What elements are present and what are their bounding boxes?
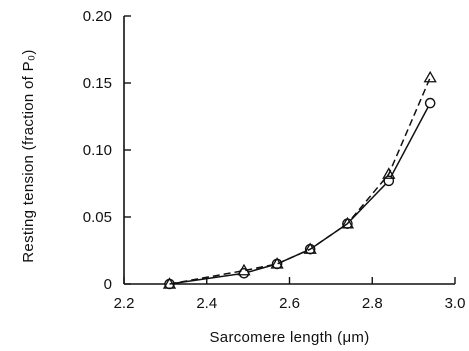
y-tick-label: 0.15 [83, 75, 112, 92]
series-2-point [382, 167, 396, 179]
series-2-point [423, 70, 437, 83]
x-tick-label: 2.6 [279, 295, 300, 312]
y-tick-label: 0 [104, 276, 112, 293]
x-tick-label: 2.4 [196, 295, 217, 312]
y-tick-label: 0.20 [83, 8, 112, 25]
y-axis-title: Resting tension (fraction of P₀) [20, 49, 37, 262]
series-2-line [169, 77, 431, 285]
series-2-point [340, 216, 355, 229]
y-tick-label: 0.05 [83, 209, 112, 226]
x-tick-label: 2.8 [362, 295, 383, 312]
series-layer [162, 70, 437, 290]
series-2-point [237, 263, 251, 276]
axes: 0 0.05 0.10 0.15 0.20 2.2 2.4 2.6 2.8 3.0 [83, 8, 466, 312]
series-2-point [270, 257, 284, 269]
x-tick-label: 2.2 [114, 295, 135, 312]
series-1-line [169, 102, 431, 285]
series-1-point [424, 97, 436, 109]
series-2-point [162, 277, 177, 289]
x-axis-title: Sarcomere length (μm) [210, 329, 370, 346]
series-2-point [303, 242, 317, 254]
x-tick-label: 3.0 [445, 295, 466, 312]
y-tick-label: 0.10 [83, 142, 112, 159]
